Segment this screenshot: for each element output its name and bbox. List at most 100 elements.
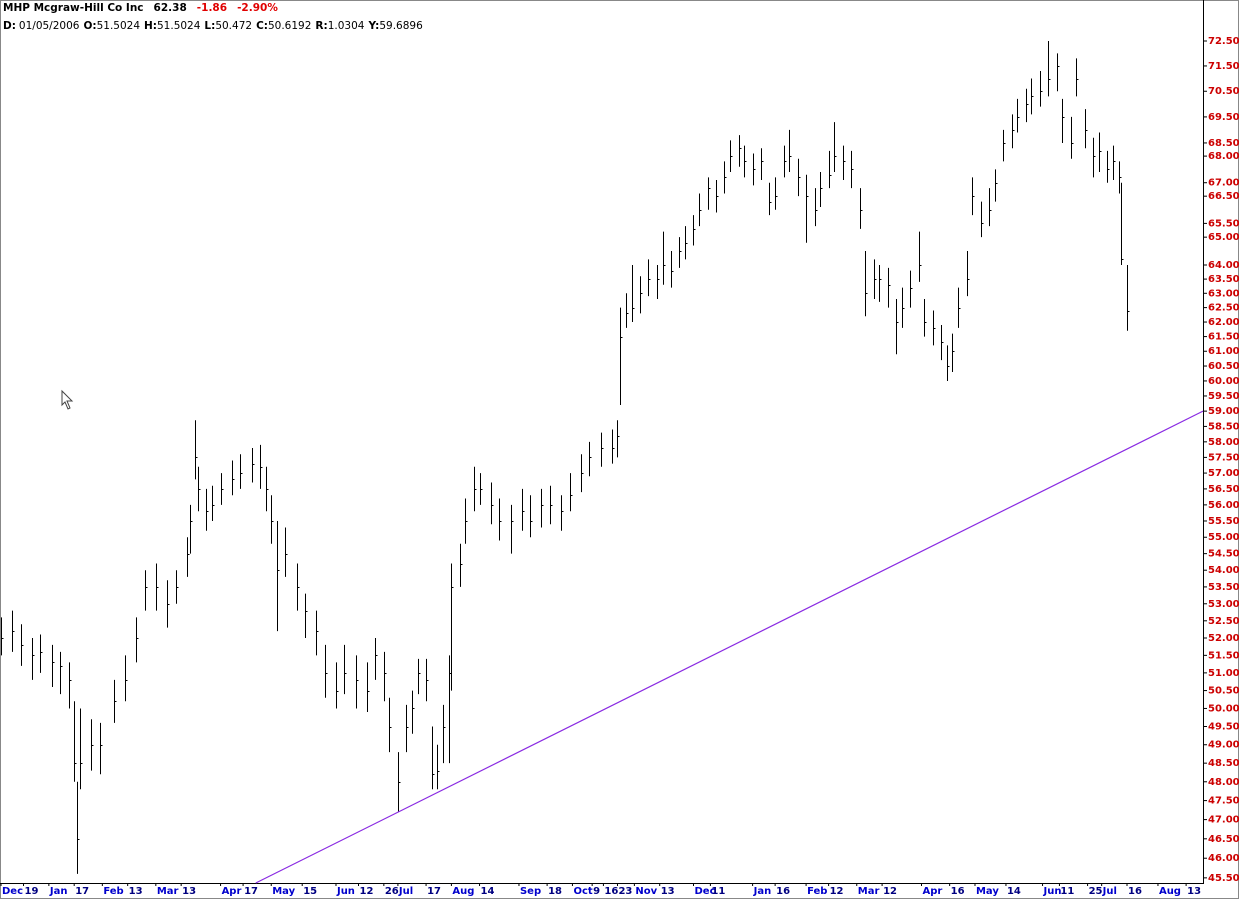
x-tick-day: 17 (244, 886, 258, 897)
x-tick-month: Jun (336, 886, 355, 897)
y-tick-label: 46.00 (1208, 853, 1239, 864)
readout-key: Y: (368, 20, 380, 32)
x-tick-day: 13 (1187, 886, 1201, 897)
y-tick-label: 47.00 (1208, 815, 1239, 826)
readout-value: 59.6896 (379, 20, 423, 32)
x-tick-month: Mar (858, 886, 880, 897)
x-tick-month: Jan (753, 886, 772, 897)
y-tick-label: 50.00 (1208, 703, 1239, 714)
y-tick-label: 61.50 (1208, 332, 1239, 343)
readout-value: 51.5024 (96, 20, 140, 32)
y-tick-label: 67.00 (1208, 178, 1239, 189)
x-tick-day: 14 (481, 886, 495, 897)
readout-line: D: 01/05/2006 O:51.5024 H:51.5024 L:50.472 C:… (3, 20, 427, 32)
y-tick-label: 49.00 (1208, 740, 1239, 751)
readout-value: 01/05/2006 (18, 20, 80, 32)
y-tick-label: 48.00 (1208, 777, 1239, 788)
y-tick-label: 57.50 (1208, 452, 1239, 463)
x-tick-day: 12 (883, 886, 897, 897)
x-tick-day: 12 (830, 886, 844, 897)
readout-key: D: (3, 20, 16, 32)
y-tick-label: 60.00 (1208, 376, 1239, 387)
readout-value: 1.0304 (327, 20, 365, 32)
y-tick-label: 58.00 (1208, 437, 1239, 448)
x-tick-day: 13 (661, 886, 675, 897)
y-tick-label: 66.50 (1208, 191, 1239, 202)
y-tick-label: 54.50 (1208, 549, 1239, 560)
x-tick-month: May (272, 886, 295, 897)
change: -1.86 (196, 2, 228, 14)
y-tick-label: 47.50 (1208, 796, 1239, 807)
y-tick-label: 56.50 (1208, 484, 1239, 495)
y-tick-label: 64.00 (1208, 260, 1239, 271)
y-tick-label: 61.00 (1208, 346, 1239, 357)
x-tick-month: May (976, 886, 999, 897)
y-tick-label: 58.50 (1208, 421, 1239, 432)
x-tick-day: 16 (1128, 886, 1142, 897)
readout-key: R: (315, 20, 328, 32)
y-tick-label: 48.50 (1208, 758, 1239, 769)
x-tick-month: Apr (222, 886, 242, 897)
x-tick-day: 25 (1089, 886, 1103, 897)
x-tick-day: 19 (25, 886, 39, 897)
x-tick-month: Mar (157, 886, 179, 897)
y-tick-label: 72.50 (1208, 36, 1239, 47)
y-tick-label: 65.50 (1208, 218, 1239, 229)
y-tick-label: 59.00 (1208, 406, 1239, 417)
y-tick-label: 65.00 (1208, 232, 1239, 243)
readout-key: C: (256, 20, 268, 32)
y-tick-label: 52.00 (1208, 633, 1239, 644)
y-tick-label: 62.50 (1208, 303, 1239, 314)
y-tick-label: 46.50 (1208, 834, 1239, 845)
x-tick-day: 12 (360, 886, 374, 897)
y-tick-label: 69.50 (1208, 112, 1239, 123)
x-tick-month: Jun (1043, 886, 1062, 897)
change-percent: -2.90% (237, 2, 278, 14)
y-tick-label: 49.50 (1208, 722, 1239, 733)
x-tick-day: 17 (427, 886, 441, 897)
y-tick-label: 45.50 (1208, 873, 1239, 884)
y-tick-label: 60.50 (1208, 361, 1239, 372)
x-tick-month: Apr (923, 886, 943, 897)
y-tick-label: 51.50 (1208, 650, 1239, 661)
x-tick-month: Nov (635, 886, 657, 897)
x-tick-month: Feb (103, 886, 123, 897)
x-tick-day: 16 (776, 886, 790, 897)
x-tick-day: 9 (593, 886, 600, 897)
x-tick-month: Aug (452, 886, 474, 897)
x-tick-day: 16 (604, 886, 618, 897)
readout-value: 50.472 (215, 20, 253, 32)
x-tick-day: 14 (1007, 886, 1021, 897)
y-tick-label: 52.50 (1208, 616, 1239, 627)
x-tick-day: 23 (618, 886, 632, 897)
readout-key: O: (83, 20, 97, 32)
y-tick-label: 51.00 (1208, 668, 1239, 679)
y-tick-label: 53.00 (1208, 599, 1239, 610)
y-tick-label: 57.00 (1208, 468, 1239, 479)
x-tick-month: Sep (520, 886, 541, 897)
x-tick-month: Feb (807, 886, 827, 897)
x-tick-month: Jan (49, 886, 68, 897)
last-price: 62.38 (153, 2, 187, 14)
y-tick-label: 54.00 (1208, 565, 1239, 576)
x-tick-day: 13 (182, 886, 196, 897)
trendline (255, 410, 1204, 884)
x-tick-month: Aug (1159, 886, 1181, 897)
x-tick-month: Oct (573, 886, 592, 897)
readout-key: L: (204, 20, 216, 32)
x-tick-day: 18 (548, 886, 562, 897)
x-tick-day: 11 (1060, 886, 1074, 897)
y-tick-label: 68.00 (1208, 151, 1239, 162)
y-tick-label: 68.50 (1208, 138, 1239, 149)
x-tick-day: 15 (303, 886, 317, 897)
readout-key: H: (144, 20, 157, 32)
y-tick-label: 55.00 (1208, 532, 1239, 543)
readout-value: 51.5024 (157, 20, 201, 32)
x-tick-month: Jul (398, 886, 413, 897)
y-tick-label: 71.50 (1208, 61, 1239, 72)
x-tick-day: 13 (129, 886, 143, 897)
title: MHP Mcgraw-Hill Co Inc (3, 2, 144, 14)
